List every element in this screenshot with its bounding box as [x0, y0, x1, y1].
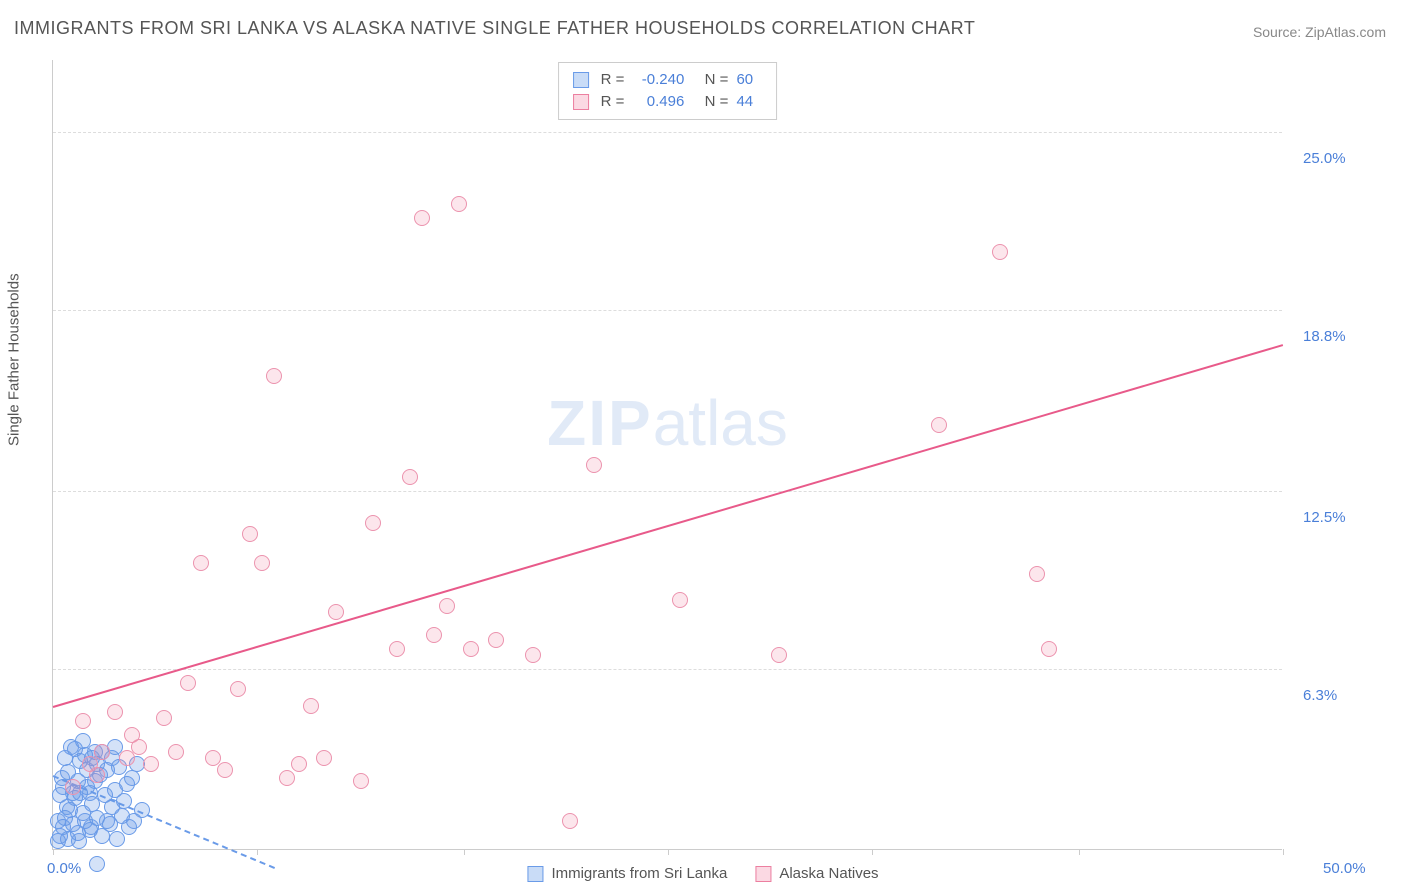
- chart-title: IMMIGRANTS FROM SRI LANKA VS ALASKA NATI…: [14, 18, 975, 39]
- x-tick-label: 50.0%: [1323, 860, 1366, 877]
- scatter-point: [463, 641, 479, 657]
- stat-label-n: N =: [696, 69, 728, 91]
- scatter-point: [316, 750, 332, 766]
- stat-r-1: 0.496: [632, 91, 684, 113]
- scatter-point: [414, 210, 430, 226]
- scatter-point: [230, 681, 246, 697]
- scatter-point: [242, 526, 258, 542]
- trend-line: [53, 344, 1284, 708]
- scatter-point: [1029, 566, 1045, 582]
- stat-n-0: 60: [736, 69, 762, 91]
- gridline-h: [53, 669, 1282, 670]
- scatter-point: [109, 831, 125, 847]
- scatter-point: [365, 515, 381, 531]
- scatter-point: [99, 813, 115, 829]
- scatter-point: [193, 555, 209, 571]
- y-tick-label: 18.8%: [1303, 328, 1346, 345]
- scatter-point: [134, 802, 150, 818]
- scatter-point: [94, 744, 110, 760]
- scatter-point: [328, 604, 344, 620]
- scatter-point: [525, 647, 541, 663]
- stat-r-0: -0.240: [632, 69, 684, 91]
- x-tick: [257, 849, 258, 855]
- scatter-point: [168, 744, 184, 760]
- stat-label-n: N =: [696, 91, 728, 113]
- scatter-point: [562, 813, 578, 829]
- x-tick: [1079, 849, 1080, 855]
- correlation-row-0: R = -0.240 N = 60: [573, 69, 763, 91]
- scatter-point: [451, 196, 467, 212]
- gridline-h: [53, 491, 1282, 492]
- y-axis-label: Single Father Households: [6, 273, 23, 446]
- scatter-point: [931, 417, 947, 433]
- scatter-point: [75, 713, 91, 729]
- scatter-point: [89, 767, 105, 783]
- scatter-point: [71, 833, 87, 849]
- scatter-point: [291, 756, 307, 772]
- scatter-point: [124, 770, 140, 786]
- scatter-point: [266, 368, 282, 384]
- scatter-point: [254, 555, 270, 571]
- swatch-series-0: [527, 866, 543, 882]
- x-tick: [1283, 849, 1284, 855]
- x-tick: [53, 849, 54, 855]
- watermark-zip: ZIP: [547, 387, 653, 459]
- watermark: ZIPatlas: [547, 386, 788, 460]
- x-tick: [872, 849, 873, 855]
- y-tick-label: 25.0%: [1303, 150, 1346, 167]
- x-tick: [464, 849, 465, 855]
- scatter-point: [439, 598, 455, 614]
- scatter-point: [59, 799, 75, 815]
- swatch-series-1: [573, 94, 589, 110]
- y-tick-label: 12.5%: [1303, 509, 1346, 526]
- x-tick-label: 0.0%: [47, 860, 81, 877]
- correlation-row-1: R = 0.496 N = 44: [573, 91, 763, 113]
- scatter-point: [156, 710, 172, 726]
- legend-label-0: Immigrants from Sri Lanka: [551, 865, 727, 882]
- scatter-point: [771, 647, 787, 663]
- gridline-h: [53, 132, 1282, 133]
- scatter-point: [116, 793, 132, 809]
- scatter-point: [992, 244, 1008, 260]
- scatter-point: [586, 457, 602, 473]
- stat-label-r: R =: [601, 69, 625, 91]
- scatter-point: [1041, 641, 1057, 657]
- scatter-point: [426, 627, 442, 643]
- scatter-point: [50, 813, 66, 829]
- scatter-point: [82, 785, 98, 801]
- scatter-point: [65, 779, 81, 795]
- swatch-series-0: [573, 72, 589, 88]
- scatter-point: [217, 762, 233, 778]
- watermark-atlas: atlas: [653, 387, 788, 459]
- scatter-point: [180, 675, 196, 691]
- scatter-point: [389, 641, 405, 657]
- scatter-point: [402, 469, 418, 485]
- swatch-series-1: [755, 866, 771, 882]
- x-tick: [668, 849, 669, 855]
- legend-item-1: Alaska Natives: [755, 865, 878, 882]
- gridline-h: [53, 310, 1282, 311]
- scatter-point: [89, 856, 105, 872]
- correlation-legend: R = -0.240 N = 60 R = 0.496 N = 44: [558, 62, 778, 120]
- scatter-point: [107, 704, 123, 720]
- scatter-point: [672, 592, 688, 608]
- scatter-point: [303, 698, 319, 714]
- stat-label-r: R =: [601, 91, 625, 113]
- y-tick-label: 6.3%: [1303, 687, 1337, 704]
- scatter-point: [143, 756, 159, 772]
- stat-n-1: 44: [736, 91, 762, 113]
- scatter-point: [119, 750, 135, 766]
- scatter-point: [83, 819, 99, 835]
- chart-plot-area: ZIPatlas R = -0.240 N = 60 R = 0.496 N =…: [52, 60, 1282, 850]
- scatter-point: [131, 739, 147, 755]
- scatter-point: [353, 773, 369, 789]
- scatter-point: [279, 770, 295, 786]
- legend-item-0: Immigrants from Sri Lanka: [527, 865, 727, 882]
- series-legend: Immigrants from Sri Lanka Alaska Natives: [527, 865, 878, 882]
- scatter-point: [488, 632, 504, 648]
- source-label: Source: ZipAtlas.com: [1253, 24, 1386, 40]
- legend-label-1: Alaska Natives: [779, 865, 878, 882]
